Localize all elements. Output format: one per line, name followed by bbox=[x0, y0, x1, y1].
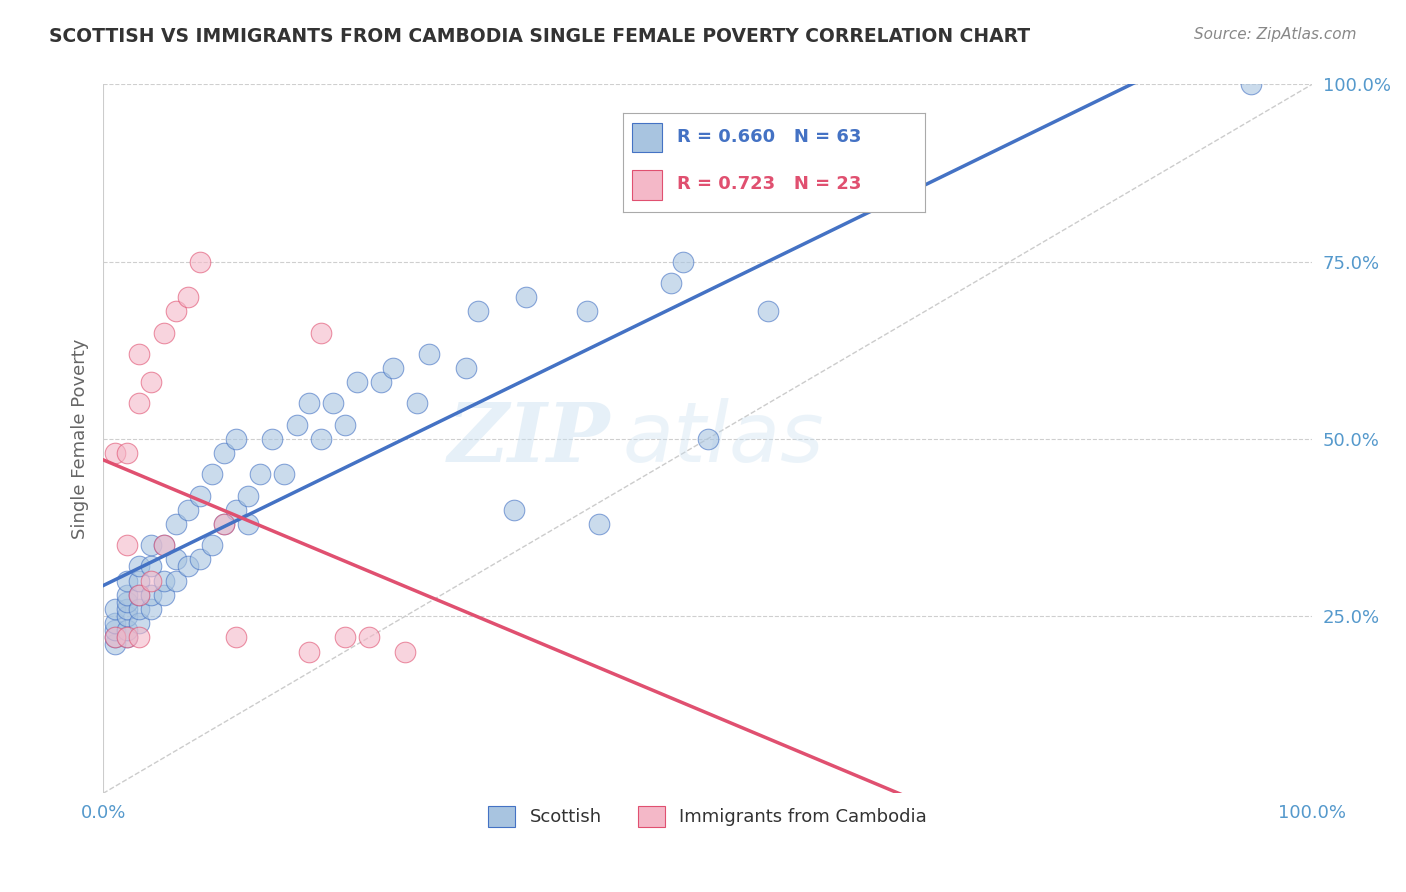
Point bbox=[188, 489, 211, 503]
Point bbox=[117, 595, 139, 609]
Point bbox=[406, 396, 429, 410]
Point bbox=[165, 552, 187, 566]
Point bbox=[117, 631, 139, 645]
Point bbox=[262, 432, 284, 446]
Point bbox=[152, 538, 174, 552]
Point bbox=[309, 432, 332, 446]
Point bbox=[117, 588, 139, 602]
Point bbox=[188, 254, 211, 268]
Point bbox=[117, 631, 139, 645]
Point bbox=[588, 516, 610, 531]
Point bbox=[141, 574, 163, 588]
Point bbox=[152, 326, 174, 340]
Point bbox=[298, 644, 321, 658]
Point bbox=[104, 631, 127, 645]
Point bbox=[128, 559, 150, 574]
Point bbox=[117, 574, 139, 588]
Legend: Scottish, Immigrants from Cambodia: Scottish, Immigrants from Cambodia bbox=[481, 798, 934, 834]
Point bbox=[177, 503, 200, 517]
Point bbox=[128, 574, 150, 588]
Point bbox=[696, 432, 718, 446]
Point bbox=[1240, 78, 1263, 92]
Point bbox=[177, 290, 200, 304]
Point bbox=[165, 516, 187, 531]
Point bbox=[188, 552, 211, 566]
Point bbox=[756, 304, 779, 318]
Point bbox=[104, 602, 127, 616]
Point bbox=[659, 276, 682, 290]
Point bbox=[212, 516, 235, 531]
Text: Source: ZipAtlas.com: Source: ZipAtlas.com bbox=[1194, 27, 1357, 42]
Point bbox=[165, 304, 187, 318]
Point bbox=[201, 538, 224, 552]
Point bbox=[333, 631, 356, 645]
Point bbox=[104, 638, 127, 652]
Point bbox=[128, 396, 150, 410]
Point bbox=[515, 290, 537, 304]
Point bbox=[575, 304, 598, 318]
Point bbox=[212, 516, 235, 531]
Point bbox=[128, 588, 150, 602]
Point bbox=[249, 467, 271, 482]
Point bbox=[357, 631, 380, 645]
Point bbox=[225, 432, 247, 446]
Point bbox=[128, 631, 150, 645]
Text: ZIP: ZIP bbox=[449, 399, 610, 479]
Point bbox=[285, 417, 308, 432]
Point bbox=[104, 631, 127, 645]
Text: atlas: atlas bbox=[623, 399, 824, 479]
Point bbox=[141, 375, 163, 389]
Point bbox=[117, 446, 139, 460]
Point bbox=[333, 417, 356, 432]
Point bbox=[225, 631, 247, 645]
Point bbox=[104, 446, 127, 460]
Point bbox=[212, 446, 235, 460]
Point bbox=[141, 588, 163, 602]
Point bbox=[201, 467, 224, 482]
Point bbox=[117, 624, 139, 638]
Point bbox=[418, 347, 440, 361]
Point bbox=[152, 588, 174, 602]
Point bbox=[454, 361, 477, 376]
Point bbox=[141, 538, 163, 552]
Point bbox=[467, 304, 489, 318]
Point bbox=[165, 574, 187, 588]
Point bbox=[672, 254, 695, 268]
Point bbox=[152, 538, 174, 552]
Point bbox=[104, 616, 127, 631]
Point bbox=[104, 624, 127, 638]
Point bbox=[117, 609, 139, 624]
Point bbox=[273, 467, 295, 482]
Point bbox=[128, 616, 150, 631]
Point bbox=[141, 602, 163, 616]
Point bbox=[298, 396, 321, 410]
Point bbox=[225, 503, 247, 517]
Y-axis label: Single Female Poverty: Single Female Poverty bbox=[72, 339, 89, 539]
Point bbox=[128, 602, 150, 616]
Point bbox=[177, 559, 200, 574]
Point bbox=[309, 326, 332, 340]
Point bbox=[141, 559, 163, 574]
Point bbox=[503, 503, 526, 517]
Point bbox=[152, 574, 174, 588]
Point bbox=[238, 489, 260, 503]
Point bbox=[117, 538, 139, 552]
Point bbox=[322, 396, 344, 410]
Point bbox=[117, 602, 139, 616]
Point bbox=[370, 375, 392, 389]
Text: SCOTTISH VS IMMIGRANTS FROM CAMBODIA SINGLE FEMALE POVERTY CORRELATION CHART: SCOTTISH VS IMMIGRANTS FROM CAMBODIA SIN… bbox=[49, 27, 1031, 45]
Point bbox=[382, 361, 405, 376]
Point bbox=[128, 347, 150, 361]
Point bbox=[346, 375, 368, 389]
Point bbox=[128, 588, 150, 602]
Point bbox=[394, 644, 416, 658]
Point bbox=[238, 516, 260, 531]
